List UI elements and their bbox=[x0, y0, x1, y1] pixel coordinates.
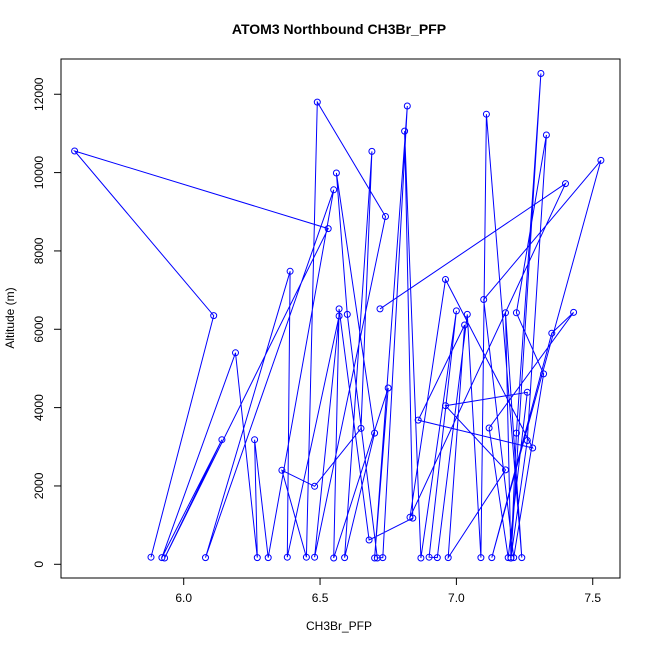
data-point bbox=[253, 554, 261, 562]
y-tick-label: 8000 bbox=[32, 237, 46, 264]
data-point bbox=[406, 513, 414, 521]
data-point bbox=[371, 429, 379, 437]
data-point bbox=[335, 305, 343, 313]
chart-title: ATOM3 Northbound CH3Br_PFP bbox=[232, 21, 446, 37]
data-point bbox=[264, 554, 272, 562]
x-tick-label: 7.0 bbox=[448, 591, 465, 605]
data-point bbox=[382, 213, 389, 220]
data-point bbox=[401, 127, 409, 135]
y-tick-label: 2000 bbox=[32, 472, 46, 499]
data-point bbox=[343, 310, 351, 318]
data-point bbox=[485, 424, 493, 432]
data-point bbox=[480, 296, 488, 303]
data-point bbox=[542, 131, 550, 139]
y-tick-label: 6000 bbox=[32, 316, 46, 343]
data-point bbox=[597, 156, 605, 164]
data-point bbox=[442, 276, 449, 283]
y-tick-label: 4000 bbox=[32, 394, 46, 421]
data-point bbox=[562, 180, 569, 188]
data-point bbox=[433, 554, 441, 562]
data-point bbox=[302, 553, 310, 561]
data-point bbox=[548, 329, 556, 337]
data-point bbox=[330, 554, 338, 562]
plot-frame bbox=[60, 58, 621, 579]
data-point bbox=[529, 444, 537, 452]
data-point bbox=[365, 536, 373, 544]
data-point bbox=[330, 186, 338, 194]
data-point bbox=[502, 309, 509, 317]
data-point bbox=[384, 384, 392, 392]
data-point bbox=[202, 554, 209, 562]
data-point bbox=[371, 554, 379, 562]
data-point bbox=[504, 554, 512, 562]
data-point bbox=[477, 554, 485, 562]
data-point bbox=[417, 554, 425, 562]
data-point bbox=[71, 147, 79, 155]
data-point bbox=[313, 98, 321, 106]
data-point bbox=[409, 514, 417, 522]
data-point bbox=[311, 553, 319, 561]
data-point bbox=[341, 554, 349, 562]
data-point bbox=[463, 310, 471, 318]
data-point bbox=[251, 436, 259, 444]
x-tick-label: 6.0 bbox=[175, 591, 192, 605]
data-point bbox=[523, 388, 531, 396]
data-point bbox=[210, 312, 218, 320]
y-axis: 0 2000 4000 6000 8000 10000 12000 bbox=[32, 77, 61, 568]
data-point bbox=[461, 321, 469, 329]
data-point bbox=[403, 102, 411, 110]
y-tick-label: 10000 bbox=[32, 156, 46, 190]
data-point bbox=[278, 466, 286, 474]
series-group bbox=[71, 70, 605, 562]
data-point bbox=[368, 147, 376, 155]
data-point bbox=[147, 553, 155, 561]
data-point bbox=[452, 307, 460, 315]
data-point bbox=[335, 312, 343, 320]
data-point bbox=[414, 416, 422, 424]
x-tick-label: 6.5 bbox=[312, 591, 329, 605]
y-axis-label: Altitude (m) bbox=[3, 287, 17, 348]
data-point bbox=[512, 309, 520, 317]
data-point bbox=[283, 553, 291, 561]
data-point bbox=[161, 554, 169, 562]
data-point bbox=[158, 554, 166, 562]
data-point bbox=[379, 554, 387, 562]
data-point bbox=[570, 308, 578, 316]
data-point bbox=[444, 554, 452, 562]
data-point bbox=[540, 370, 548, 378]
data-point bbox=[507, 554, 515, 562]
y-tick-label: 12000 bbox=[32, 77, 46, 111]
data-point bbox=[482, 110, 490, 118]
data-point bbox=[218, 436, 226, 444]
x-axis: 6.0 6.5 7.0 7.5 bbox=[175, 578, 601, 605]
data-point bbox=[537, 70, 545, 77]
data-point bbox=[512, 429, 520, 437]
data-point bbox=[442, 402, 449, 410]
data-point bbox=[311, 482, 319, 490]
y-tick-label: 0 bbox=[32, 561, 46, 568]
data-point bbox=[232, 349, 239, 357]
data-point bbox=[324, 225, 332, 233]
data-point bbox=[376, 305, 384, 313]
data-point bbox=[357, 424, 365, 432]
data-point bbox=[518, 554, 526, 562]
data-point bbox=[502, 466, 509, 474]
data-point bbox=[425, 553, 433, 561]
data-point bbox=[523, 437, 531, 444]
data-point bbox=[286, 267, 294, 275]
data-point bbox=[332, 169, 340, 177]
x-axis-label: CH3Br_PFP bbox=[306, 619, 372, 633]
series-line bbox=[73, 73, 602, 560]
x-tick-label: 7.5 bbox=[584, 591, 601, 605]
data-point bbox=[488, 554, 496, 562]
